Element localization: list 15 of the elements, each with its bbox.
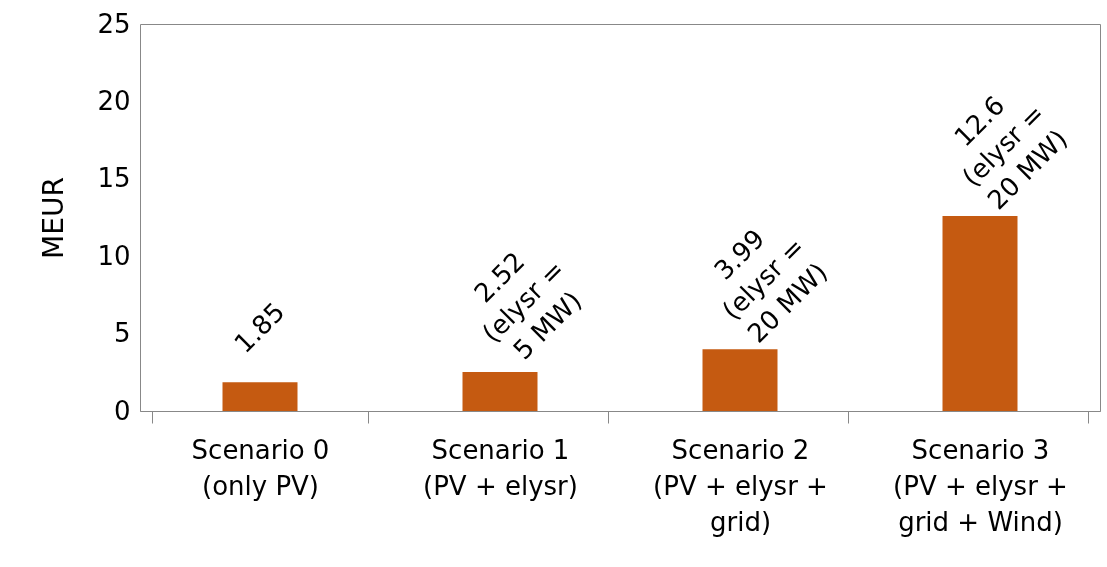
y-tick-label: 0 xyxy=(113,395,131,426)
bar xyxy=(462,371,538,411)
y-tick-label: 25 xyxy=(97,8,131,39)
x-tick-label: Scenario 1 (PV + elysr) xyxy=(423,434,578,501)
bar xyxy=(222,382,298,411)
x-tick-label: Scenario 3 (PV + elysr + grid + Wind) xyxy=(893,434,1068,537)
y-tick-label: 20 xyxy=(97,85,131,116)
y-tick-label: 10 xyxy=(97,240,131,271)
x-tick-label: Scenario 0 (only PV) xyxy=(191,434,330,501)
y-axis-title: MEUR xyxy=(37,177,71,259)
y-tick-label: 5 xyxy=(113,318,131,349)
bar xyxy=(942,215,1018,411)
y-tick-label: 15 xyxy=(97,163,131,194)
x-tick-label: Scenario 2 (PV + elysr + grid) xyxy=(653,434,828,537)
bar xyxy=(702,349,778,411)
